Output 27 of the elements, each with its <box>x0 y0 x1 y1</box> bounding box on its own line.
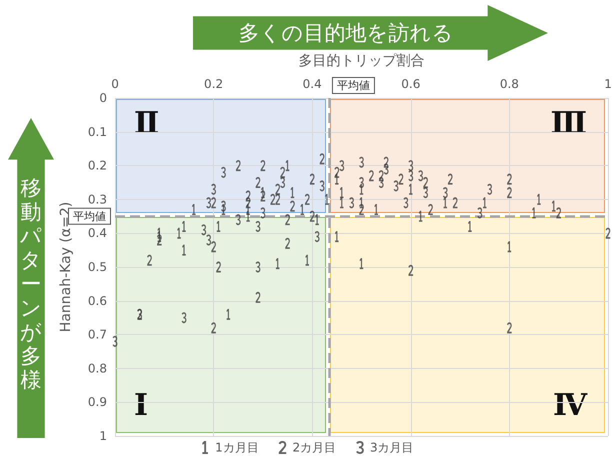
y-tick-label: 0.6 <box>88 294 107 308</box>
x-tick-label: 0 <box>111 77 119 91</box>
x-axis-title: 多目的トリップ割合 <box>298 53 424 69</box>
legend-label: 1カ月目 <box>215 440 259 454</box>
x-tick-label: 0.2 <box>204 77 224 91</box>
text: 移動パターンが多様 <box>20 176 42 392</box>
ref-line-label: 平均値 <box>73 210 106 223</box>
y-tick-label: 0.1 <box>88 124 107 139</box>
y-tick-label: 0.3 <box>88 192 107 206</box>
annotation: Ⅰ <box>134 388 148 423</box>
y-tick-label: 0.5 <box>88 260 107 274</box>
x-tick-label: 0.4 <box>302 77 322 91</box>
text: 多くの目的地を訪れる <box>238 20 454 47</box>
x-tick-label: 0.8 <box>500 77 519 91</box>
y-tick-label: 0.8 <box>88 361 107 376</box>
legend-label: 3カ月目 <box>370 440 414 454</box>
x-tick-label: 1 <box>604 77 612 91</box>
legend-label: 2カ月目 <box>292 440 336 454</box>
annotation: Ⅳ <box>552 388 587 423</box>
y-tick-label: 0.2 <box>88 158 107 173</box>
y-tick-label: 0 <box>99 91 107 105</box>
x-tick-label: 0.6 <box>401 77 420 91</box>
y-tick-label: 0.7 <box>88 328 107 342</box>
ref-line-label: 平均値 <box>336 79 370 92</box>
y-tick-label: 0.4 <box>88 226 107 240</box>
y-tick-label: 1 <box>99 429 107 443</box>
y-tick-label: 0.9 <box>88 395 107 410</box>
